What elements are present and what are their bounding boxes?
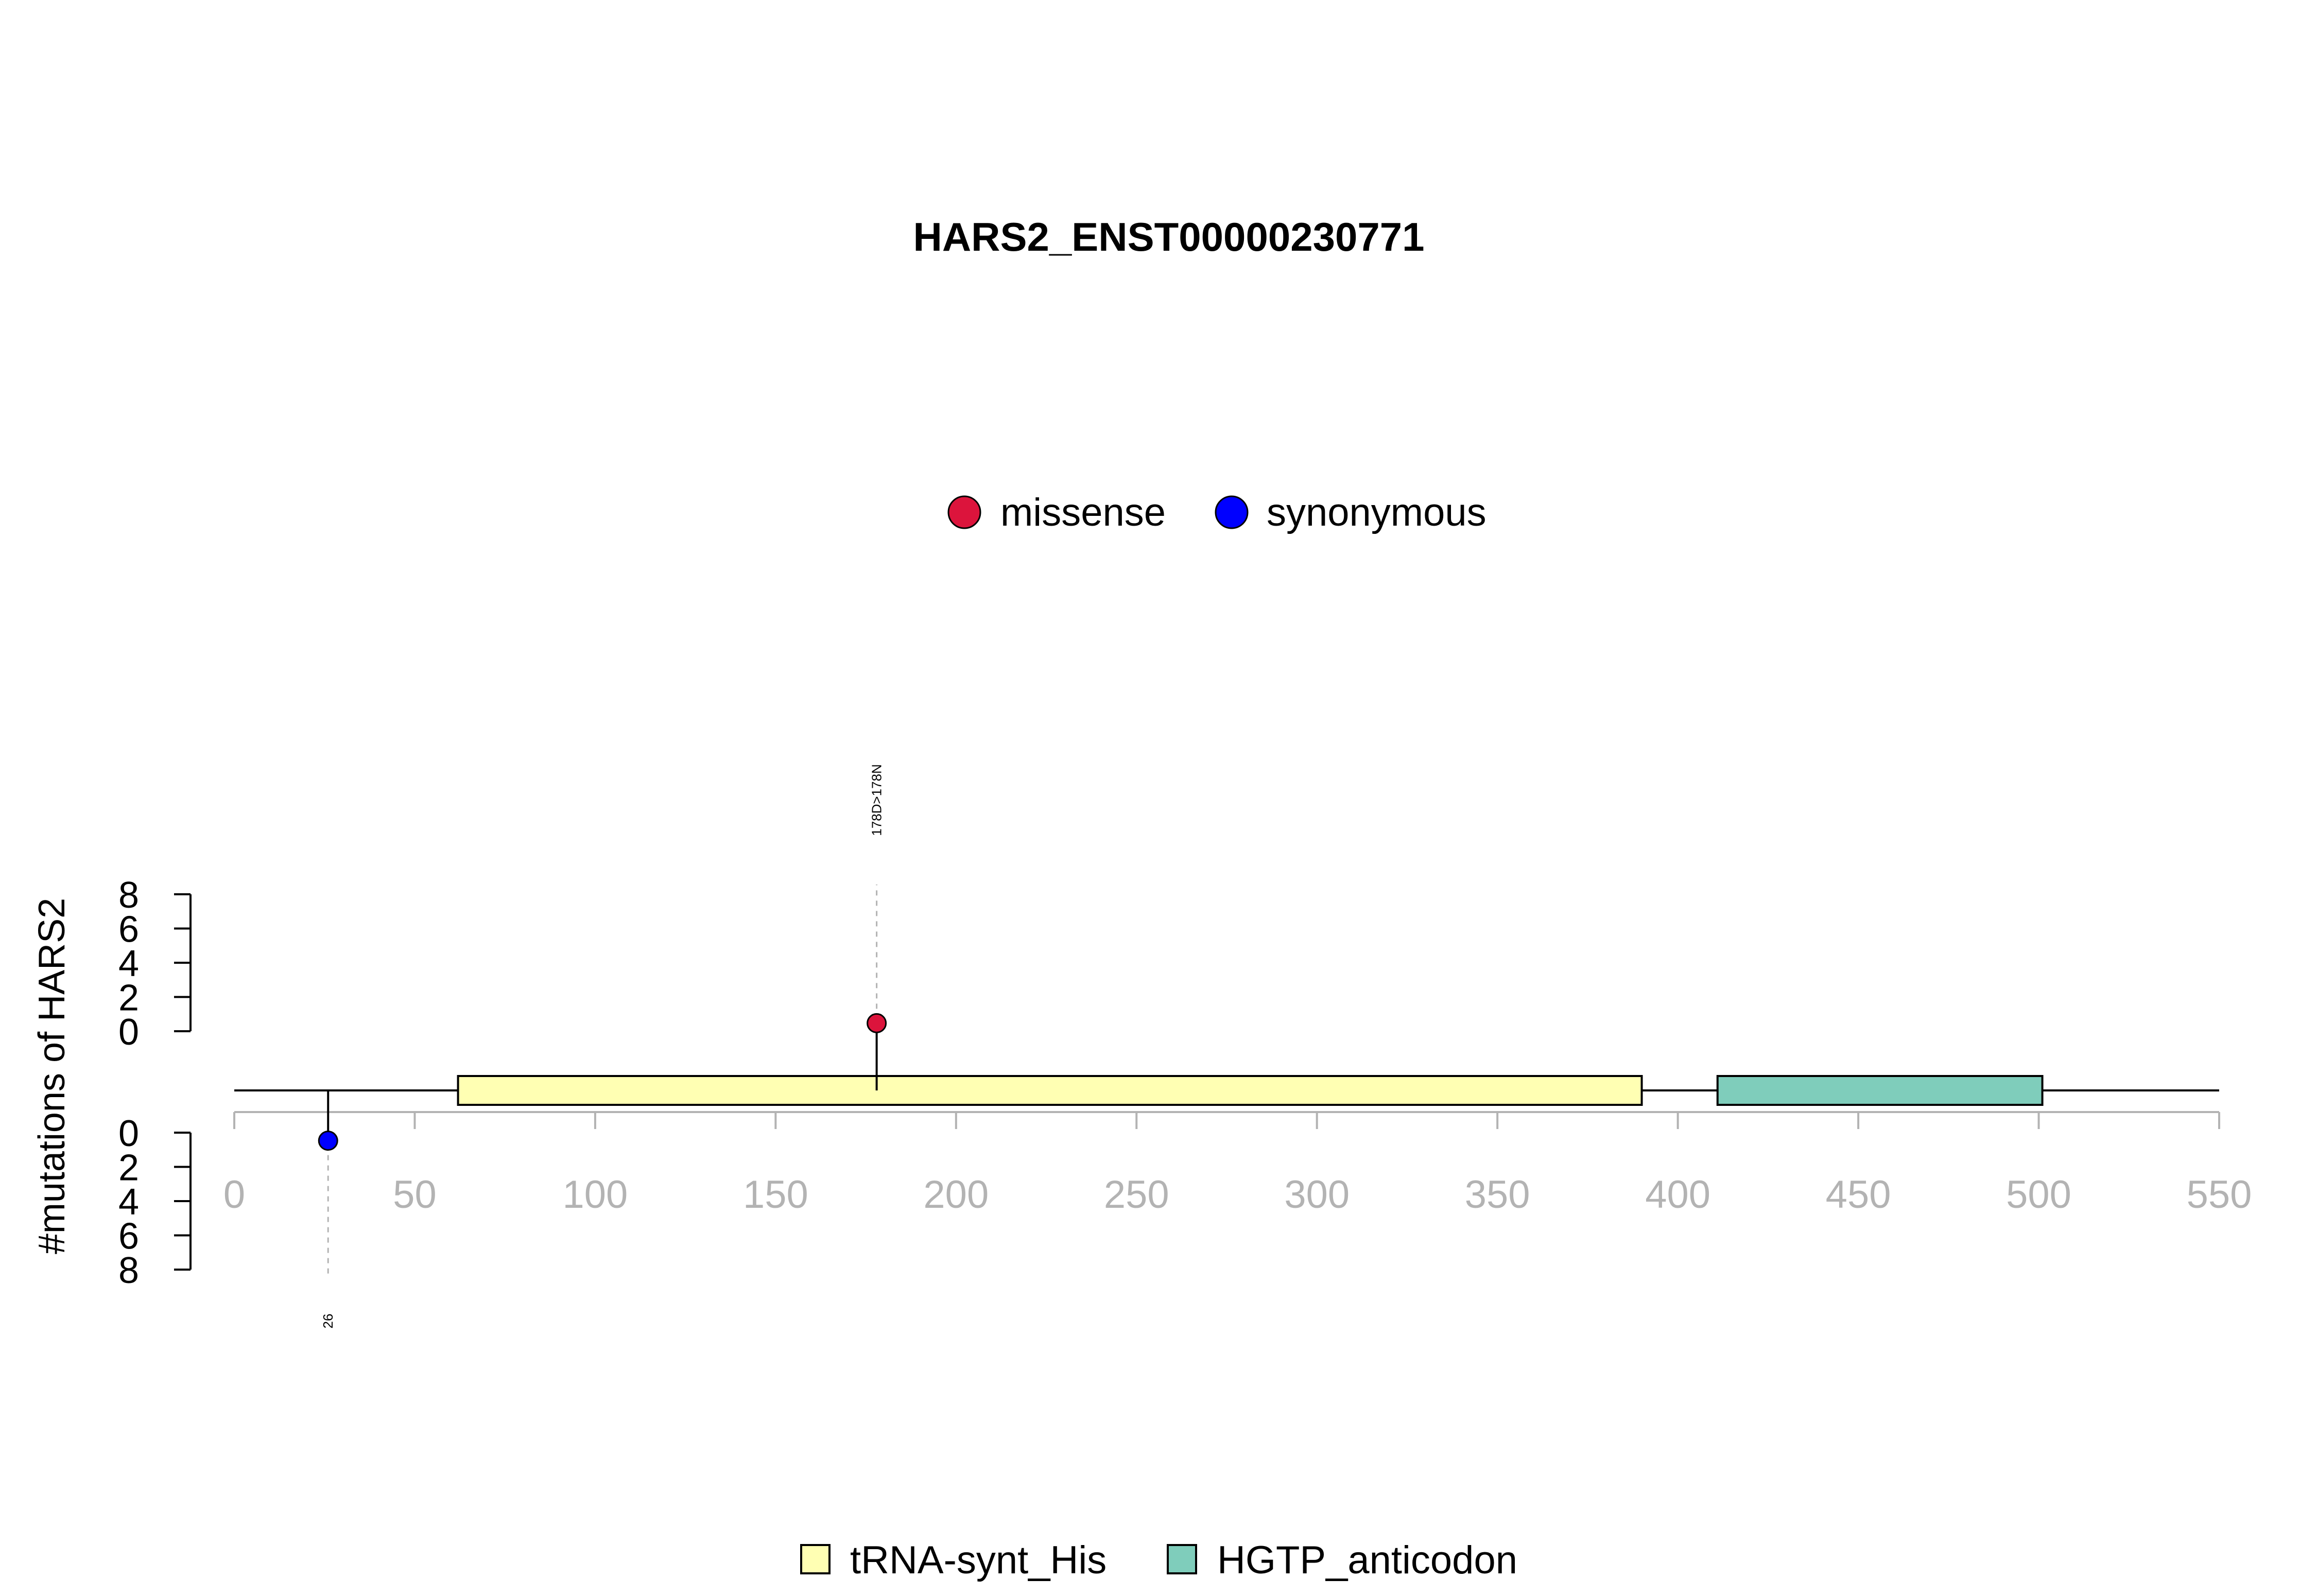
- x-tick-label: 350: [1465, 1173, 1530, 1217]
- x-tick-label: 500: [2006, 1173, 2071, 1217]
- chart-title: HARS2_ENST00000230771: [913, 214, 1425, 259]
- legend-marker-synonymous: [1215, 495, 1249, 529]
- domain-legend: tRNA-synt_His HGTP_anticodon: [800, 1538, 1517, 1582]
- y-tick-label-bottom: 2: [118, 1148, 139, 1189]
- lollipop-head-synonymous: [318, 1131, 338, 1151]
- domain-box-HGTP_anticodon: [1716, 1075, 2044, 1106]
- y-tick-label-top: 0: [118, 1012, 139, 1053]
- x-tick-label: 300: [1284, 1173, 1350, 1217]
- x-axis: 0 50 100 150 200 250 300 350 400 450 500 550: [223, 1111, 2252, 1217]
- legend-label-HGTP_anticodon: HGTP_anticodon: [1217, 1538, 1517, 1582]
- x-tick-label: 100: [563, 1173, 628, 1217]
- x-tick-label: 0: [223, 1173, 245, 1217]
- legend-swatch-HGTP_anticodon: [1167, 1544, 1197, 1574]
- x-tick-label: 400: [1645, 1173, 1710, 1217]
- x-tick-label: 50: [393, 1173, 437, 1217]
- x-tick-label: 450: [1826, 1173, 1891, 1217]
- legend-swatch-tRNA-synt_His: [800, 1544, 831, 1574]
- mutation-legend: missense synonymous: [947, 491, 1486, 534]
- x-tick-label: 150: [743, 1173, 808, 1217]
- x-tick-label: 200: [923, 1173, 989, 1217]
- x-tick-label: 250: [1104, 1173, 1169, 1217]
- y-tick-label-bottom: 6: [118, 1216, 139, 1257]
- y-axis-label: #mutations of HARS2: [31, 898, 73, 1254]
- legend-marker-missense: [947, 495, 981, 529]
- legend-label-missense: missense: [1000, 491, 1166, 534]
- domain-boxes: [457, 1075, 2044, 1106]
- legend-label-synonymous: synonymous: [1267, 491, 1486, 534]
- lollipop-head-missense: [867, 1013, 887, 1033]
- y-tick-label-top: 8: [118, 875, 139, 916]
- legend-label-tRNA-synt_His: tRNA-synt_His: [850, 1538, 1106, 1582]
- mutation-label: 26: [320, 1314, 336, 1329]
- mutation-label: 178D>178N: [869, 764, 885, 836]
- y-tick-label-bottom: 8: [118, 1250, 139, 1291]
- domain-box-tRNA-synt_His: [457, 1075, 1643, 1106]
- y-tick-label-bottom: 0: [118, 1113, 139, 1154]
- y-tick-label-top: 2: [118, 978, 139, 1019]
- mutation-lollipops: 178D>178N 26: [318, 764, 887, 1329]
- y-tick-label-top: 6: [118, 909, 139, 950]
- y-tick-label-top: 4: [118, 943, 139, 984]
- x-tick-label: 550: [2187, 1173, 2252, 1217]
- y-tick-label-bottom: 4: [118, 1182, 139, 1223]
